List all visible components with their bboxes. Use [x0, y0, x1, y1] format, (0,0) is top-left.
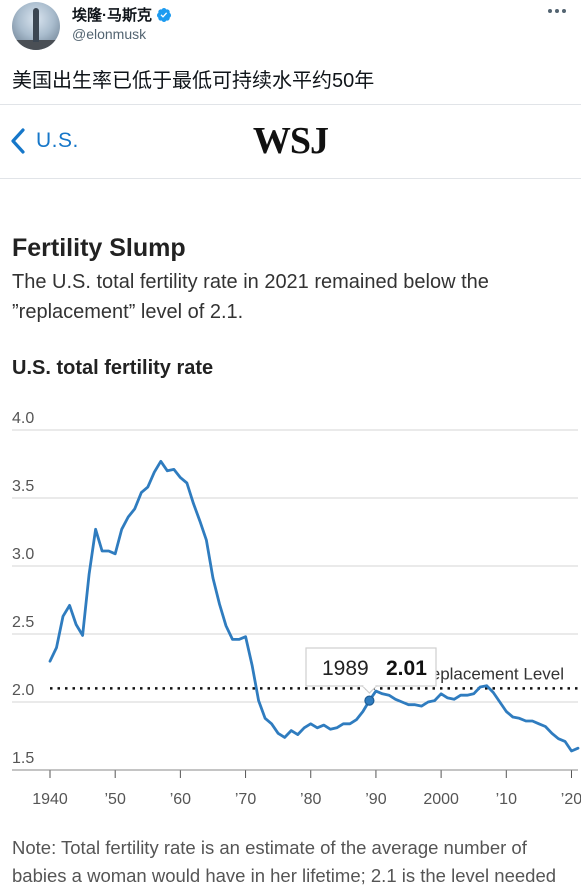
y-tick-label: 2.5 [12, 614, 34, 631]
display-name[interactable]: 埃隆·马斯克 [72, 7, 152, 24]
divider [0, 178, 581, 179]
wsj-header: U.S. WSJ [0, 105, 581, 179]
x-tick-label: ’10 [496, 791, 517, 808]
name-row: 埃隆·马斯克 [72, 4, 172, 25]
chart-note: Note: Total fertility rate is an estimat… [12, 837, 557, 886]
x-tick-label: ’60 [170, 791, 191, 808]
user-handle[interactable]: @elonmusk [72, 26, 147, 42]
x-tick-label: 1940 [32, 791, 68, 808]
y-tick-label: 1.5 [12, 750, 34, 767]
x-tick-label: 2000 [423, 791, 459, 808]
tweet-header: 埃隆·马斯克 @elonmusk 美国出生率已低于最低可持续水平约50年 [0, 0, 581, 105]
verified-badge-icon [157, 7, 171, 22]
y-tick-label: 3.0 [12, 546, 34, 563]
x-tick-label: ’70 [235, 791, 256, 808]
article-headline: Fertility Slump [12, 234, 186, 262]
y-tick-label: 3.5 [12, 478, 34, 495]
x-tick-label: ’90 [365, 791, 386, 808]
avatar[interactable] [12, 2, 60, 50]
article-dek: The U.S. total fertility rate in 2021 re… [12, 271, 489, 323]
x-tick-label: ’80 [300, 791, 321, 808]
fertility-rate-chart: 4.0 3.5 3.0 2.5 2.0 1.5 1940 ’50 ’60 ’70 ’80 ’90 200… [12, 410, 581, 808]
fertility-rate-series-line [48, 459, 580, 753]
x-tick-label: ’50 [105, 791, 126, 808]
chart-title: U.S. total fertility rate [12, 357, 214, 379]
x-tick-label: ’20 [561, 791, 581, 808]
tooltip-box [305, 647, 437, 687]
back-button[interactable]: U.S. [10, 127, 79, 155]
highlight-point [364, 695, 375, 706]
chevron-left-icon [11, 128, 25, 154]
tooltip-value: 2.01 [386, 657, 427, 680]
tweet-text: 美国出生率已低于最低可持续水平约50年 [12, 70, 375, 92]
wsj-logo: WSJ [252, 120, 329, 162]
y-tick-label: 4.0 [12, 410, 34, 427]
divider [0, 104, 581, 105]
back-label: U.S. [36, 129, 79, 152]
tooltip-year: 1989 [322, 657, 369, 680]
more-options-icon[interactable] [547, 6, 567, 16]
y-tick-label: 2.0 [12, 682, 34, 699]
